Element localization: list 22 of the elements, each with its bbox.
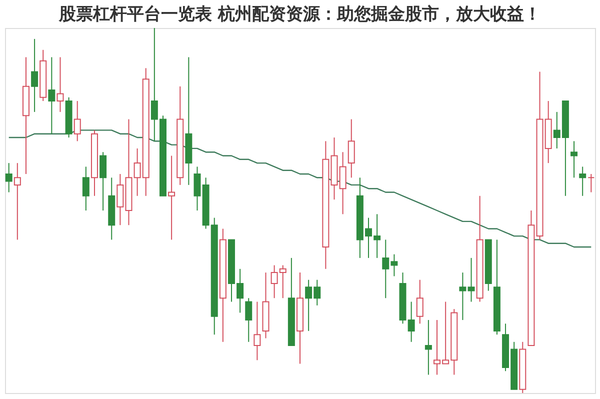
candlestick [468,257,475,302]
candlestick [82,166,90,211]
candlestick [459,272,466,320]
candlestick [424,320,432,376]
candlestick [100,152,107,211]
candlestick [254,301,261,361]
candlestick [245,298,252,342]
candlestick [168,155,176,240]
candlestick [416,279,424,324]
candlestick [74,100,81,142]
candlestick [579,166,586,196]
candlestick [48,56,56,134]
candlestick [339,152,346,215]
candlestick [5,162,12,193]
chart-title: 股票杠杆平台一览表 杭州配资资源：助您掘金股市，放大收益！ [58,4,541,24]
candlestick [348,118,355,178]
candlestick [56,56,64,112]
candlestick [31,38,38,112]
candlestick [588,174,595,193]
candlestick [194,166,201,211]
candlestick [570,140,578,178]
candlestick [14,162,21,240]
